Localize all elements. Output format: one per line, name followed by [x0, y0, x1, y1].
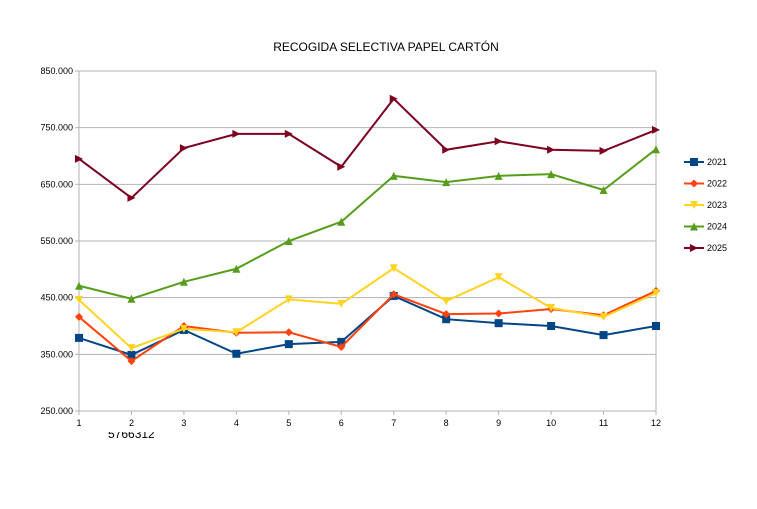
x-tick-label: 10: [546, 418, 556, 428]
data-point-2024: [179, 277, 188, 286]
data-point-2024: [232, 264, 241, 273]
series-line-2025: [78, 97, 657, 200]
data-point-2021: [75, 333, 83, 342]
data-point-2022: [284, 328, 293, 337]
data-point-2021: [284, 340, 293, 349]
legend-marker-2022: [690, 179, 698, 188]
series-line-2024: [78, 148, 657, 300]
y-tick-label: 250.000: [40, 406, 73, 416]
data-point-2024: [494, 171, 503, 180]
x-tick-label: 2: [129, 418, 134, 428]
data-point-2025: [494, 137, 503, 146]
data-point-2024: [127, 294, 136, 303]
data-point-2024: [442, 178, 451, 187]
data-point-2021: [442, 315, 451, 324]
y-tick-label: 350.000: [40, 349, 73, 359]
legend-label-2025: 2025: [707, 243, 727, 253]
y-tick-label: 650.000: [40, 179, 73, 189]
y-tick-label: 550.000: [40, 236, 73, 246]
data-point-2024: [337, 217, 346, 226]
data-point-2022: [75, 312, 83, 321]
legend-label-2022: 2022: [707, 179, 727, 189]
x-tick-label: 5: [286, 418, 291, 428]
legend-marker-2025: [690, 244, 698, 252]
x-tick-label: 8: [444, 418, 449, 428]
series-line-2023: [78, 267, 657, 350]
legend-label-2021: 2021: [707, 157, 727, 167]
legend-label-2023: 2023: [707, 200, 727, 210]
data-point-2021: [599, 331, 608, 340]
data-point-2024: [547, 170, 556, 179]
data-point-2023: [494, 273, 503, 282]
x-tick-label: 1: [76, 418, 81, 428]
data-point-2022: [389, 290, 398, 299]
x-tick-label: 7: [391, 418, 396, 428]
x-tick-label: 11: [599, 418, 608, 428]
data-point-2022: [337, 342, 346, 351]
data-point-2024: [599, 186, 608, 194]
data-point-2025: [179, 144, 188, 153]
y-tick-label: 750.000: [40, 123, 73, 133]
data-point-2024: [389, 171, 398, 180]
legend-marker-2023: [690, 201, 698, 209]
data-point-2025: [652, 125, 660, 134]
y-tick-label: 450.000: [40, 293, 73, 303]
data-point-2023: [232, 328, 241, 337]
data-point-2023: [599, 312, 608, 321]
data-point-2023: [389, 264, 398, 273]
data-point-2022: [127, 357, 136, 366]
data-point-2023: [284, 295, 293, 304]
annotation: 5766312: [108, 427, 155, 441]
y-tick-label: 850.000: [40, 66, 73, 76]
data-point-2021: [494, 319, 503, 328]
legend-label-2024: 2024: [707, 222, 727, 232]
data-point-2025: [599, 146, 608, 155]
data-point-2025: [547, 145, 556, 154]
data-point-2023: [652, 289, 660, 298]
data-point-2023: [75, 295, 83, 304]
data-point-2024: [75, 281, 83, 290]
data-point-2021: [232, 349, 241, 358]
data-point-2024: [652, 145, 660, 154]
data-point-2021: [547, 322, 556, 330]
data-point-2025: [284, 129, 293, 138]
x-tick-label: 4: [234, 418, 239, 428]
data-point-2021: [652, 322, 660, 330]
data-point-2021: [127, 350, 136, 359]
data-point-2025: [337, 162, 346, 171]
x-tick-label: 6: [339, 418, 344, 428]
data-point-2022: [494, 309, 503, 318]
data-point-2024: [284, 237, 293, 245]
data-point-2025: [442, 145, 451, 154]
data-point-2023: [547, 303, 556, 312]
series-line-2022: [78, 289, 657, 363]
data-point-2025: [389, 94, 398, 103]
legend-marker-2021: [690, 158, 698, 166]
data-point-2023: [337, 299, 346, 308]
data-point-2022: [442, 310, 451, 319]
data-point-2023: [127, 344, 136, 353]
series-line-2021: [78, 294, 657, 356]
x-tick-label: 12: [651, 418, 661, 428]
data-point-2025: [75, 154, 83, 163]
x-tick-label: 3: [181, 418, 186, 428]
data-point-2021: [337, 337, 346, 346]
data-point-2025: [232, 129, 241, 138]
data-point-2023: [442, 297, 451, 306]
legend-marker-2024: [690, 222, 698, 231]
chart-title: RECOGIDA SELECTIVA PAPEL CARTÓN: [273, 40, 499, 54]
data-point-2025: [127, 193, 136, 202]
data-point-2023: [179, 324, 188, 333]
x-tick-label: 9: [496, 418, 501, 428]
